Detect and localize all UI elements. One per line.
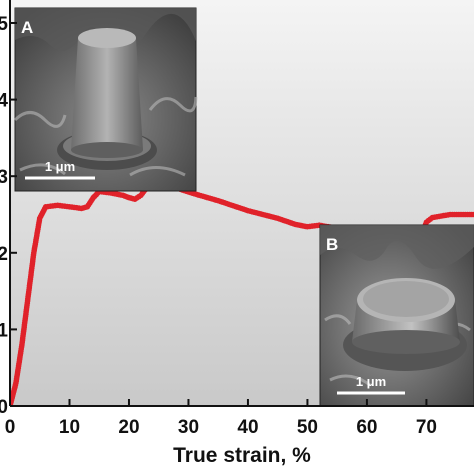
y-tick-label: 4 [0,91,8,112]
inset-a-scale-label: 1 μm [45,159,75,174]
x-tick-label: 60 [356,417,377,438]
x-tick-label: 50 [297,417,318,438]
y-axis-ticks: 0 1 2 3 4 5 [0,14,17,418]
y-tick-label: 0 [0,397,8,418]
x-tick-label: 40 [237,417,258,438]
x-tick-label: 10 [59,417,80,438]
inset-b-label: B [326,235,338,254]
x-tick-label: 20 [118,417,139,438]
x-axis-title: True strain, % [173,444,311,467]
x-tick-label: 70 [416,417,437,438]
inset-a-label: A [21,18,33,37]
x-tick-label: 0 [5,417,16,438]
y-tick-label: 3 [0,167,8,188]
inset-a-sem-image [13,7,198,192]
y-tick-label: 2 [0,244,8,265]
x-axis-ticks: 0 10 20 30 40 50 60 70 [5,399,437,438]
x-tick-label: 30 [178,417,199,438]
y-tick-label: 1 [0,320,8,341]
inset-b-sem-image [319,224,474,407]
data-point [471,211,474,218]
y-tick-label: 5 [0,14,8,35]
inset-b-scale-label: 1 μm [356,374,386,389]
